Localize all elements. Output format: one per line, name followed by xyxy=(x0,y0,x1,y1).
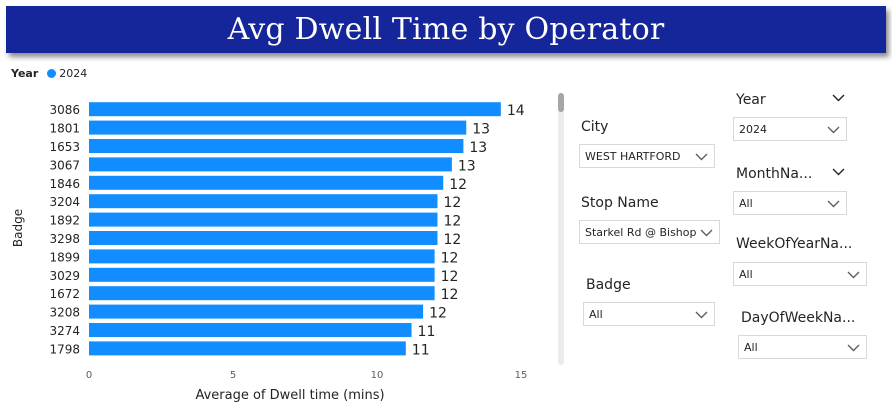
y-tick-label: 1672 xyxy=(49,287,80,301)
x-tick-label: 15 xyxy=(515,370,528,381)
week-slicer-title: WeekOfYearNa... xyxy=(736,236,853,252)
y-tick-label: 3029 xyxy=(49,269,80,283)
data-label: 12 xyxy=(449,177,467,193)
data-label: 12 xyxy=(441,287,459,303)
month-dropdown-value: All xyxy=(739,196,753,210)
data-label: 13 xyxy=(472,122,490,138)
bar[interactable] xyxy=(89,267,435,282)
data-label: 14 xyxy=(507,103,525,119)
bar[interactable] xyxy=(89,323,412,337)
chevron-down-icon xyxy=(847,271,860,279)
chevron-down-icon[interactable] xyxy=(832,168,845,176)
year-dropdown[interactable]: 2024 xyxy=(733,117,847,141)
y-tick-label: 1801 xyxy=(49,122,80,136)
y-tick-label: 3298 xyxy=(49,232,80,246)
chevron-down-icon[interactable] xyxy=(832,94,845,102)
city-dropdown-value: WEST HARTFORD xyxy=(585,149,681,163)
bar[interactable] xyxy=(89,120,467,135)
y-tick-label: 1798 xyxy=(49,342,80,356)
data-label: 13 xyxy=(469,140,487,156)
day-slicer-title: DayOfWeekNa... xyxy=(741,310,856,326)
data-label: 11 xyxy=(412,342,430,358)
badge-slicer-title: Badge xyxy=(586,277,631,293)
bar[interactable] xyxy=(89,341,406,356)
chart-legend: Year 2024 xyxy=(11,65,87,81)
y-tick-label: 3086 xyxy=(49,103,80,117)
city-slicer-title: City xyxy=(581,119,609,135)
badge-dropdown[interactable]: All xyxy=(583,302,715,326)
bar[interactable] xyxy=(89,212,438,227)
day-dropdown[interactable]: All xyxy=(738,335,867,359)
bar[interactable] xyxy=(89,286,435,301)
year-slicer-title: Year xyxy=(736,92,766,108)
data-label: 13 xyxy=(458,158,476,174)
y-tick-label: 1899 xyxy=(49,250,80,264)
bar[interactable] xyxy=(89,304,424,319)
y-tick-label: 1846 xyxy=(49,177,80,191)
chevron-down-icon xyxy=(695,153,708,161)
chevron-down-icon xyxy=(700,229,713,237)
y-tick-label: 3204 xyxy=(49,195,80,209)
data-label: 12 xyxy=(443,214,461,230)
legend-label-2024[interactable]: 2024 xyxy=(59,66,88,80)
stop-name-dropdown[interactable]: Starkel Rd @ Bishop... xyxy=(579,220,720,244)
legend-title: Year xyxy=(11,66,39,80)
chevron-down-icon xyxy=(847,344,860,352)
chevron-down-icon xyxy=(827,126,840,134)
data-label: 12 xyxy=(441,250,459,266)
bar[interactable] xyxy=(89,157,452,172)
data-label: 11 xyxy=(418,324,436,340)
day-dropdown-value: All xyxy=(744,340,758,354)
legend-swatch-2024 xyxy=(47,68,57,78)
y-tick-label: 3208 xyxy=(49,306,80,320)
bar[interactable] xyxy=(89,102,501,117)
city-dropdown[interactable]: WEST HARTFORD xyxy=(579,144,715,168)
week-dropdown-value: All xyxy=(739,267,753,281)
y-tick-label: 3067 xyxy=(49,158,80,172)
bar[interactable] xyxy=(89,249,435,264)
x-tick-label: 5 xyxy=(230,370,236,381)
y-tick-label: 1892 xyxy=(49,214,80,228)
bar[interactable] xyxy=(89,194,438,209)
chart-scrollbar[interactable] xyxy=(558,93,564,365)
y-tick-label: 3274 xyxy=(49,324,80,338)
data-label: 12 xyxy=(429,306,447,322)
week-dropdown[interactable]: All xyxy=(733,262,867,286)
x-tick-label: 10 xyxy=(371,370,384,381)
chevron-down-icon xyxy=(695,311,708,319)
title-bar: Avg Dwell Time by Operator xyxy=(6,6,886,53)
report-title: Avg Dwell Time by Operator xyxy=(227,12,665,47)
stop-name-slicer-title: Stop Name xyxy=(581,195,659,211)
bar[interactable] xyxy=(89,231,438,245)
month-dropdown[interactable]: All xyxy=(733,191,847,215)
stop-name-dropdown-value: Starkel Rd @ Bishop... xyxy=(585,225,697,239)
bar[interactable] xyxy=(89,175,444,190)
scrollbar-thumb[interactable] xyxy=(558,93,564,112)
x-tick-label: 0 xyxy=(86,370,92,381)
data-label: 12 xyxy=(443,195,461,211)
chevron-down-icon xyxy=(827,200,840,208)
bar-chart: 3086 14 1801 13 1653 13 3067 13 1846 12 3204 12 1892… xyxy=(11,102,528,403)
data-label: 12 xyxy=(441,269,459,285)
badge-dropdown-value: All xyxy=(589,307,603,321)
data-label: 12 xyxy=(443,232,461,248)
x-axis-title: Average of Dwell time (mins) xyxy=(195,388,384,403)
y-tick-label: 1653 xyxy=(49,140,80,154)
bar[interactable] xyxy=(89,139,464,153)
y-axis-title: Badge xyxy=(11,209,25,247)
year-dropdown-value: 2024 xyxy=(739,122,767,136)
month-slicer-title: MonthNa... xyxy=(736,166,813,182)
